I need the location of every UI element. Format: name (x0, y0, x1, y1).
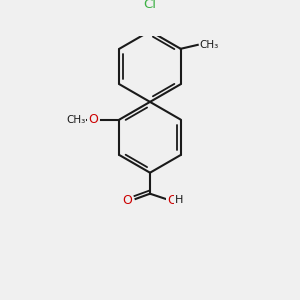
Text: CH₃: CH₃ (199, 40, 218, 50)
Text: CH₃: CH₃ (66, 115, 85, 124)
Text: Cl: Cl (143, 0, 157, 11)
Text: O: O (167, 194, 177, 207)
Text: H: H (175, 195, 183, 205)
Text: O: O (123, 194, 132, 207)
Text: O: O (88, 113, 98, 126)
